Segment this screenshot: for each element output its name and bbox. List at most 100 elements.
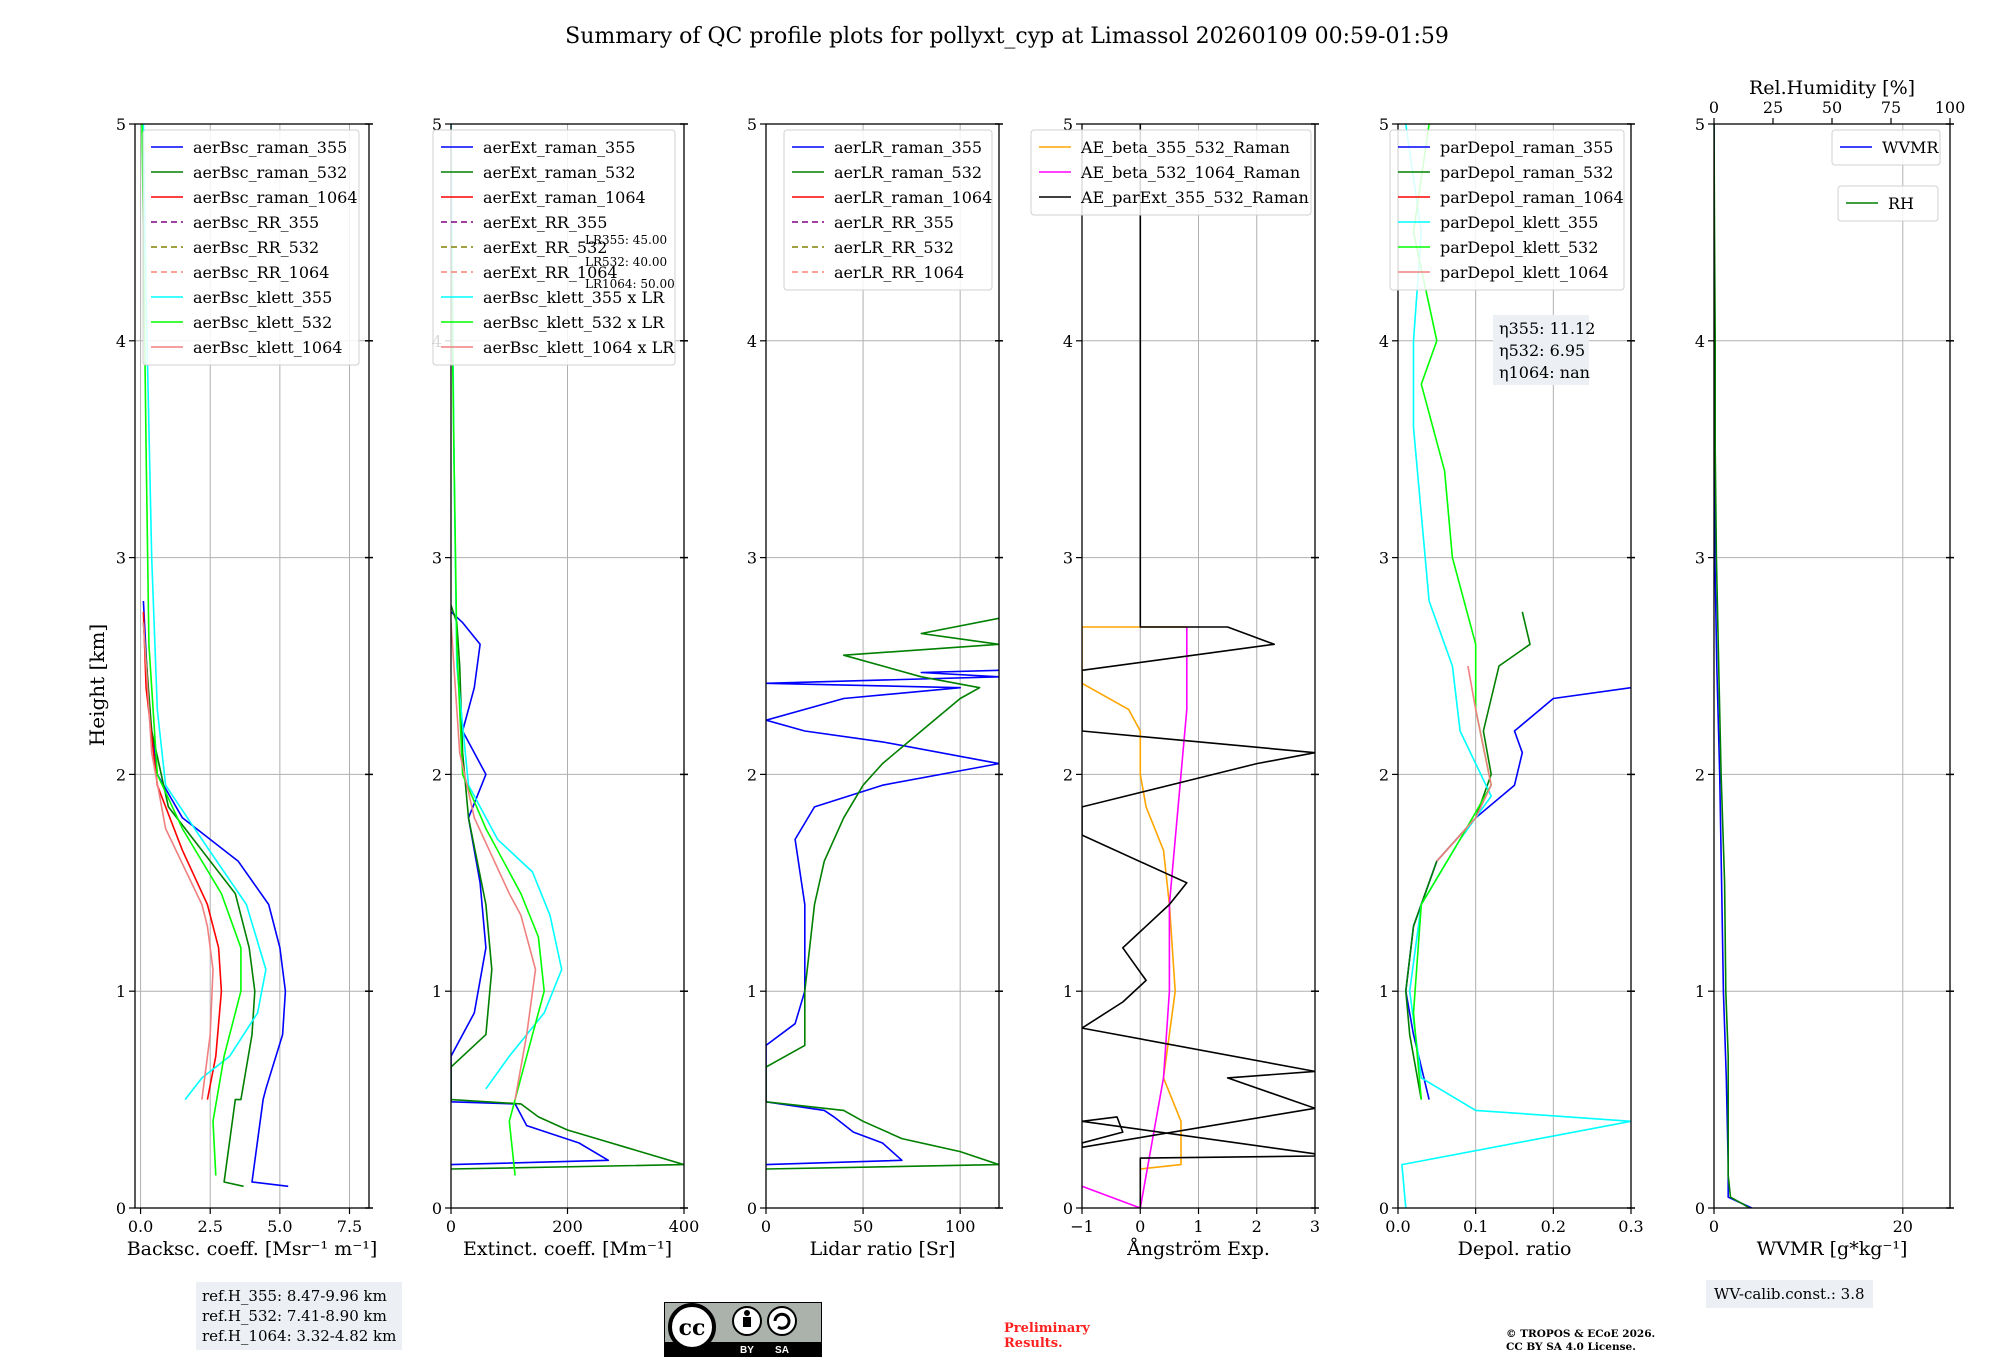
axes-frame — [765, 123, 1000, 1209]
figure-title: Summary of QC profile plots for pollyxt_… — [565, 24, 1449, 49]
x-tick-label: 0 — [1135, 1217, 1145, 1236]
x2-tick-label: 50 — [1822, 98, 1842, 117]
y-tick-label: 5 — [1379, 115, 1389, 134]
legend-label: aerLR_raman_532 — [834, 163, 982, 182]
series-group — [766, 617, 999, 1170]
series-line-pardepol-klett-355 — [1401, 124, 1631, 1208]
series-line-wvmr — [1714, 124, 1753, 1208]
series-line-aerbsc-klett-532 — [141, 124, 242, 1176]
x-tick-label: −1 — [1070, 1217, 1094, 1236]
x2-axis-label: Rel.Humidity [%] — [1749, 77, 1915, 99]
x-axis-label: Extinct. coeff. [Mm⁻¹] — [463, 1238, 672, 1260]
y-axis-label: Height [km] — [85, 624, 109, 746]
y-tick-label: 5 — [1695, 115, 1705, 134]
x-tick-label: 0 — [446, 1217, 456, 1236]
series-line-pardepol-raman-532 — [1405, 611, 1531, 1100]
legend-label: parDepol_klett_355 — [1440, 213, 1598, 232]
legend: parDepol_raman_355 parDepol_raman_532 parD… — [1389, 129, 1625, 291]
x-tick-label: 3 — [1310, 1217, 1320, 1236]
legend-label: aerBsc_klett_1064 — [193, 338, 342, 357]
y-tick-label: 2 — [1695, 765, 1705, 784]
legend: aerLR_raman_355 aerLR_raman_532 aerLR_rama… — [783, 129, 993, 291]
axes-frame — [1713, 123, 1951, 1209]
cc-sa-label: SA — [775, 1345, 789, 1356]
y-tick-label: 3 — [747, 549, 757, 568]
legend: aerExt_raman_355 aerExt_raman_532 aerExt_r… — [432, 129, 676, 366]
axes-frame — [134, 123, 370, 1209]
legend: AE_beta_355_532_Raman AE_beta_532_1064_Ra… — [1030, 129, 1312, 216]
series-group — [1714, 124, 1753, 1208]
legend-label: parDepol_raman_532 — [1440, 163, 1613, 182]
series-line-aerbsc-raman-1064 — [142, 611, 223, 1100]
legend-label: WVMR — [1882, 138, 1939, 157]
legend-label: aerExt_RR_1064 — [483, 263, 618, 282]
legend-label: RH — [1888, 194, 1914, 213]
panel-2: 0200400012345Extinct. coeff. [Mm⁻¹]aerEx… — [432, 115, 699, 1260]
legend-label: aerLR_raman_1064 — [834, 188, 992, 207]
legend-label: aerExt_raman_355 — [483, 138, 636, 157]
legend-label: parDepol_raman_355 — [1440, 138, 1613, 157]
legend-label: AE_beta_355_532_Raman — [1080, 138, 1290, 157]
x-tick-label: 2.5 — [197, 1217, 222, 1236]
x-axis-label: Depol. ratio — [1458, 1238, 1572, 1260]
ref-h-355: ref.H_355: 8.47-9.96 km — [202, 1287, 387, 1305]
y-tick-label: 3 — [432, 549, 442, 568]
y-tick-label: 4 — [1379, 332, 1389, 351]
series-group — [1401, 124, 1631, 1208]
wv-calibration-box: WV-calib.const.: 3.8 — [1706, 1280, 1873, 1308]
y-tick-label: 2 — [1379, 765, 1389, 784]
series-line-aerbsc-klett-1064 — [142, 622, 214, 1100]
y-tick-label: 4 — [747, 332, 757, 351]
y-tick-label: 2 — [432, 765, 442, 784]
annotation-line: LR355: 45.00 — [585, 233, 667, 247]
x-tick-label: 0.0 — [1385, 1217, 1410, 1236]
x-axis-label: Lidar ratio [Sr] — [810, 1238, 956, 1260]
legend-label: aerBsc_raman_355 — [193, 138, 347, 157]
series-line-aerlr-raman-355 — [766, 669, 999, 1166]
y-tick-label: 4 — [1063, 332, 1073, 351]
y-tick-label: 3 — [1695, 549, 1705, 568]
x-tick-label: 0 — [761, 1217, 771, 1236]
x2-tick-label: 0 — [1709, 98, 1719, 117]
series-line-aerbsc-klett-355 — [142, 124, 267, 1101]
legend-label: aerBsc_klett_532 x LR — [483, 313, 665, 332]
panel-3: 0 50 100 0 1 2 3 4 5 Lidar ratio [Sr] aerLR_raman_… — [747, 115, 1003, 1260]
y-tick-label: 5 — [747, 115, 757, 134]
x-tick-label: 0.0 — [128, 1217, 153, 1236]
annotation-line: η532: 6.95 — [1499, 341, 1585, 360]
legend-label: aerBsc_raman_532 — [193, 163, 347, 182]
y-tick-label: 5 — [116, 115, 126, 134]
legend-label: aerExt_raman_1064 — [483, 188, 646, 207]
legend-label: aerBsc_klett_355 x LR — [483, 288, 665, 307]
y-tick-label: 2 — [116, 765, 126, 784]
legend: WVMR — [1831, 129, 1941, 166]
series-line-rh — [1714, 124, 1750, 1208]
series-line-pardepol-klett-532 — [1412, 124, 1492, 1100]
preliminary-line-2: Results. — [1004, 1336, 1063, 1351]
x-tick-label: 50 — [853, 1217, 873, 1236]
annotation-line: LR1064: 50.00 — [585, 277, 675, 291]
reference-height-box: ref.H_355: 8.47-9.96 km ref.H_532: 7.41-… — [196, 1282, 403, 1350]
x-tick-label: 20 — [1893, 1217, 1913, 1236]
copyright-line-2: CC BY SA 4.0 License. — [1506, 1341, 1636, 1353]
axes-frame — [1397, 123, 1632, 1209]
y-tick-label: 5 — [1063, 115, 1073, 134]
copyright-note: © TROPOS & ECoE 2026. CC BY SA 4.0 Licen… — [1506, 1328, 1655, 1354]
y-tick-label: 0 — [1695, 1199, 1705, 1218]
x-axis-label: Ångström Exp. — [1126, 1238, 1270, 1260]
x-tick-label: 200 — [552, 1217, 583, 1236]
legend-label: aerBsc_klett_355 — [193, 288, 332, 307]
x-tick-label: 0.1 — [1463, 1217, 1488, 1236]
y-tick-label: 1 — [116, 982, 126, 1001]
series-line-aerext-raman-355 — [451, 611, 610, 1166]
legend: aerBsc_raman_355 aerBsc_raman_532 aerBsc_r… — [142, 129, 360, 366]
x-tick-label: 2 — [1252, 1217, 1262, 1236]
annotation-line: η1064: nan — [1499, 363, 1590, 382]
y-tick-label: 0 — [1379, 1199, 1389, 1218]
ref-h-532: ref.H_532: 7.41-8.90 km — [202, 1307, 387, 1325]
y-tick-label: 1 — [747, 982, 757, 1001]
y-tick-label: 0 — [432, 1199, 442, 1218]
series-group — [451, 124, 684, 1176]
legend: RH — [1837, 185, 1939, 222]
